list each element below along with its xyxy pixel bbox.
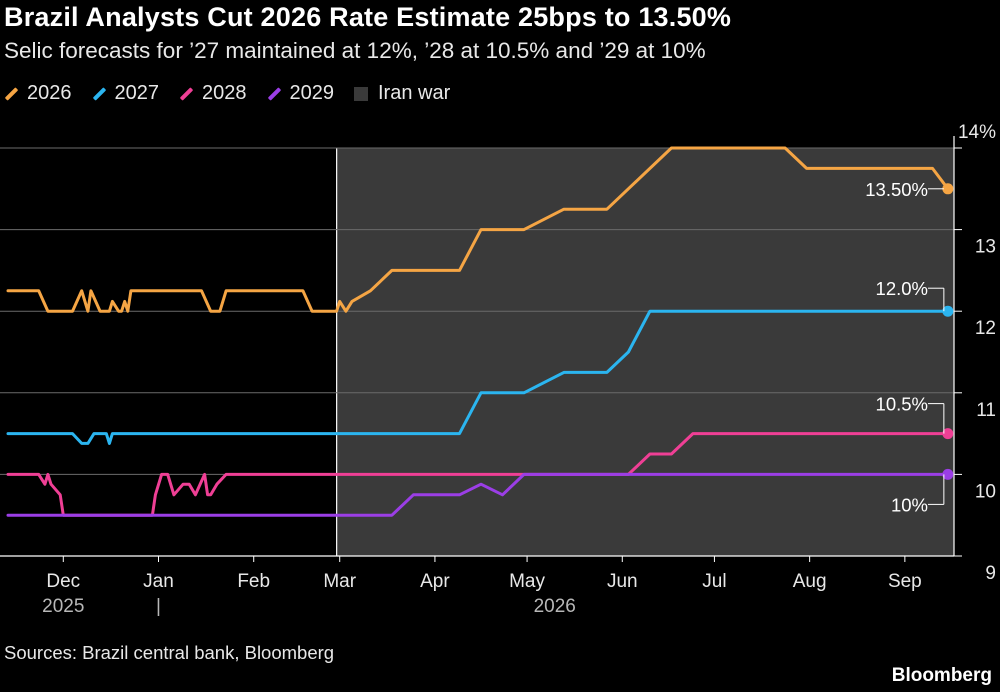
x-tick-label-feb: Feb bbox=[237, 571, 270, 592]
legend-item-2029: 2029 bbox=[267, 82, 335, 105]
series-line-2029 bbox=[6, 472, 950, 517]
x-year-label-2: 2026 bbox=[534, 596, 576, 617]
y-tick-label-13: 13 bbox=[975, 237, 996, 258]
x-tick-label-may: May bbox=[509, 571, 545, 592]
chart-subtitle: Selic forecasts for ’27 maintained at 12… bbox=[4, 38, 706, 63]
shade-iran-war bbox=[336, 148, 955, 556]
end-dot-2029 bbox=[942, 468, 954, 480]
end-label-2026: 13.50% bbox=[865, 179, 928, 200]
legend-shade-swatch bbox=[354, 86, 368, 101]
legend: 2026 2027 2028 2029 Iran war bbox=[4, 82, 470, 105]
legend-item-iran-war: Iran war bbox=[354, 82, 450, 105]
end-dot-2026 bbox=[942, 183, 954, 195]
end-label-2029: 10% bbox=[891, 494, 928, 515]
axes: 14% 13 12 11 10 9 Dec Jan Feb Mar Apr May Jun Jul Aug S… bbox=[0, 122, 996, 617]
x-tick-label-apr: Apr bbox=[420, 571, 450, 592]
x-year-label-1: | bbox=[156, 596, 161, 617]
end-label-2027: 12.0% bbox=[876, 278, 928, 299]
x-tick-label-mar: Mar bbox=[323, 571, 356, 592]
x-tick-label-aug: Aug bbox=[793, 571, 827, 592]
x-tick-label-jul: Jul bbox=[702, 571, 726, 592]
x-tick-label-sep: Sep bbox=[888, 571, 922, 592]
end-label-2028: 10.5% bbox=[876, 394, 928, 415]
y-tick-label-14: 14% bbox=[958, 122, 996, 143]
legend-label-2029: 2029 bbox=[289, 82, 335, 104]
y-tick-label-11: 11 bbox=[976, 400, 996, 421]
legend-item-2026: 2026 bbox=[4, 82, 72, 105]
series-line-2027 bbox=[6, 309, 950, 445]
y-tick-label-9: 9 bbox=[985, 563, 996, 584]
x-year-label-0: 2025 bbox=[42, 596, 84, 617]
legend-label-2027: 2027 bbox=[114, 82, 160, 104]
source-note: Sources: Brazil central bank, Bloomberg bbox=[4, 642, 335, 663]
brand-logo: Bloomberg bbox=[891, 665, 992, 686]
legend-label-iran-war: Iran war bbox=[378, 82, 451, 104]
shaded-region bbox=[336, 148, 955, 556]
series-line-2026 bbox=[6, 146, 950, 313]
legend-item-2028: 2028 bbox=[179, 82, 247, 105]
legend-label-2028: 2028 bbox=[202, 82, 247, 104]
series-lines bbox=[6, 146, 950, 517]
y-tick-label-10: 10 bbox=[975, 481, 996, 502]
end-dot-2027 bbox=[942, 305, 954, 317]
x-tick-label-dec: Dec bbox=[46, 571, 80, 592]
chart-title: Brazil Analysts Cut 2026 Rate Estimate 2… bbox=[4, 2, 732, 32]
y-tick-label-12: 12 bbox=[975, 318, 996, 339]
end-dot-2028 bbox=[942, 428, 954, 440]
x-tick-label-jun: Jun bbox=[607, 571, 638, 592]
legend-label-2026: 2026 bbox=[27, 82, 72, 104]
x-tick-label-jan: Jan bbox=[143, 571, 174, 592]
end-labels: 13.50% 12.0% 10.5% 10% bbox=[865, 179, 954, 515]
legend-item-2027: 2027 bbox=[92, 82, 160, 105]
